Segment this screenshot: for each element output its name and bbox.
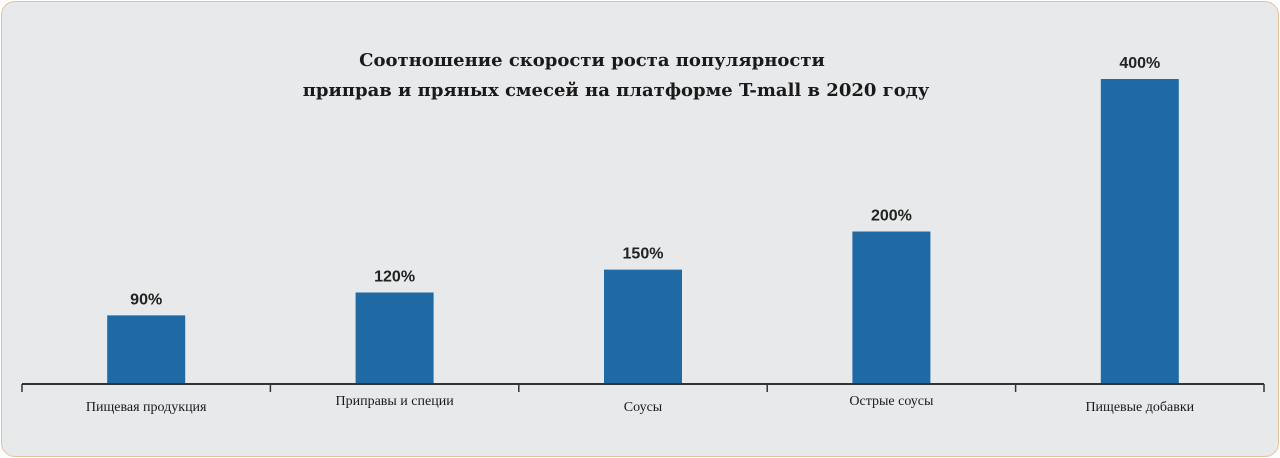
- x-tick-label: Пищевые добавки: [1085, 400, 1194, 415]
- bar: [604, 269, 682, 384]
- bar: [1100, 79, 1179, 384]
- bars-layer: 90% 120% 150% 200% 400%: [107, 55, 1179, 384]
- chart-title-line-1: Соотношение скорости роста популярности: [359, 50, 825, 71]
- bar-value-label: 120%: [374, 269, 415, 286]
- bar: [107, 315, 186, 384]
- x-tick-label: Пищевая продукция: [86, 400, 207, 415]
- x-tick-label: Острые соусы: [849, 394, 934, 409]
- bar-value-label: 150%: [623, 246, 664, 263]
- bar: [852, 231, 931, 384]
- x-axis: Пищевая продукция Приправы и специи Соусы О…: [21, 383, 1265, 415]
- bar-value-label: 90%: [130, 291, 162, 308]
- bar-value-label: 200%: [871, 208, 912, 225]
- bar-value-label: 400%: [1119, 55, 1160, 72]
- x-tick-label: Приправы и специи: [335, 394, 454, 409]
- chart-title-line-2: приправ и пряных смесей на платформе T-m…: [303, 80, 930, 101]
- x-tick-label: Соусы: [624, 400, 663, 415]
- bar: [355, 292, 434, 384]
